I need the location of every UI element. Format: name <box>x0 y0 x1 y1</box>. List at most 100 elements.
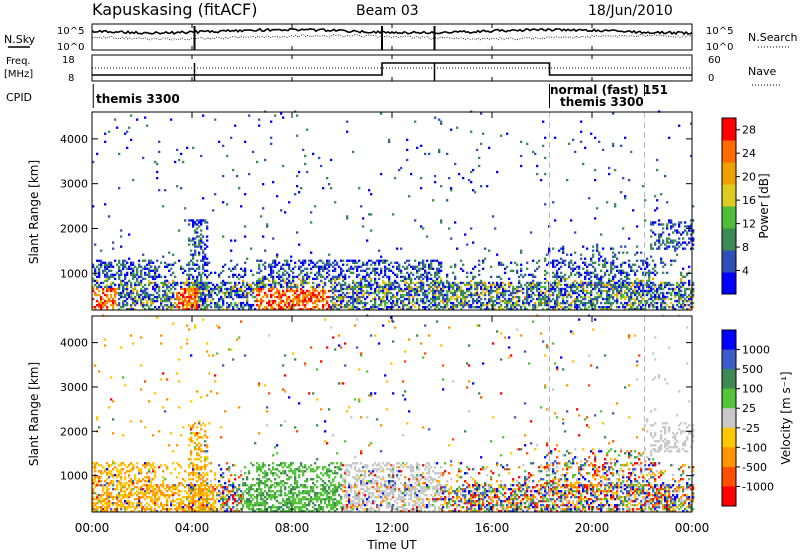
heatmap-cell <box>120 484 123 487</box>
heatmap-cell <box>202 235 205 238</box>
heatmap-cell <box>608 295 611 299</box>
heatmap-cell <box>108 506 111 509</box>
heatmap-cell <box>120 273 123 277</box>
heatmap-cell <box>302 297 305 301</box>
heatmap-cell <box>552 275 555 279</box>
heatmap-cell <box>672 307 675 311</box>
heatmap-cell <box>596 249 599 252</box>
heatmap-cell <box>660 193 663 196</box>
heatmap-cell <box>102 303 105 307</box>
heatmap-cell <box>120 506 123 509</box>
heatmap-cell <box>612 144 615 148</box>
heatmap-cell <box>380 255 383 258</box>
heatmap-cell <box>206 502 209 505</box>
heatmap-cell <box>180 466 183 469</box>
heatmap-cell <box>204 269 207 272</box>
heatmap-cell <box>626 301 629 305</box>
heatmap-cell <box>346 287 349 291</box>
heatmap-cell <box>222 201 225 204</box>
heatmap-cell <box>664 297 667 301</box>
heatmap-cell <box>658 285 661 289</box>
heatmap-cell <box>198 303 201 307</box>
heatmap-cell <box>328 259 331 262</box>
heatmap-cell <box>592 299 595 303</box>
heatmap-cell <box>440 221 443 224</box>
heatmap-cell <box>132 178 135 182</box>
heatmap-cell <box>252 291 255 295</box>
heatmap-cell <box>328 303 331 307</box>
colorbar-tick-label: 24 <box>742 147 756 160</box>
heatmap-cell <box>110 482 113 485</box>
heatmap-cell <box>478 273 481 277</box>
heatmap-cell <box>160 492 163 495</box>
heatmap-cell <box>684 281 687 285</box>
heatmap-cell <box>500 305 503 309</box>
heatmap-cell <box>658 241 661 244</box>
heatmap-cell <box>306 271 309 275</box>
heatmap-cell <box>192 237 195 240</box>
heatmap-cell <box>558 261 561 264</box>
heatmap-cell <box>192 426 195 429</box>
heatmap-cell <box>358 273 361 277</box>
heatmap-cell <box>636 291 639 295</box>
heatmap-cell <box>376 281 379 285</box>
heatmap-cell <box>442 297 445 301</box>
heatmap-cell <box>192 490 195 493</box>
heatmap-cell <box>384 281 387 285</box>
heatmap-cell <box>386 305 389 309</box>
nave-tick-top: 60 <box>708 55 721 66</box>
heatmap-cell <box>238 273 241 277</box>
heatmap-cell <box>404 267 407 270</box>
heatmap-cell <box>352 299 355 303</box>
heatmap-cell <box>624 197 627 200</box>
heatmap-cell <box>162 480 165 483</box>
heatmap-cell <box>402 295 405 299</box>
heatmap-cell <box>206 221 209 224</box>
heatmap-cell <box>264 291 267 295</box>
heatmap-cell <box>350 265 353 268</box>
heatmap-cell <box>570 307 573 311</box>
heatmap-cell <box>272 279 275 283</box>
heatmap-cell <box>172 305 175 309</box>
heatmap-cell <box>668 245 671 248</box>
heatmap-cell <box>564 273 567 277</box>
heatmap-cell <box>146 273 149 277</box>
heatmap-cell <box>544 257 547 260</box>
heatmap-cell <box>300 261 303 264</box>
heatmap-cell <box>564 307 567 311</box>
heatmap-cell <box>314 273 317 277</box>
heatmap-cell <box>208 289 211 293</box>
heatmap-cell <box>150 265 153 268</box>
heatmap-cell <box>306 307 309 311</box>
heatmap-cell <box>398 289 401 293</box>
heatmap-cell <box>588 291 591 295</box>
heatmap-cell <box>154 504 157 507</box>
heatmap-cell <box>510 297 513 301</box>
heatmap-cell <box>148 480 151 483</box>
heatmap-cell <box>154 267 157 270</box>
heatmap-cell <box>558 281 561 285</box>
heatmap-cell <box>354 283 357 287</box>
heatmap-cell <box>446 305 449 309</box>
heatmap-cell <box>488 146 491 150</box>
heatmap-cell <box>194 510 197 513</box>
heatmap-cell <box>106 510 109 513</box>
heatmap-cell <box>662 265 665 268</box>
heatmap-cell <box>354 261 357 264</box>
heatmap-cell <box>454 293 457 297</box>
heatmap-cell <box>162 285 165 289</box>
heatmap-cell <box>190 458 193 461</box>
heatmap-cell <box>140 265 143 268</box>
heatmap-cell <box>122 285 125 289</box>
heatmap-cell <box>186 281 189 285</box>
heatmap-cell <box>162 506 165 509</box>
heatmap-cell <box>420 176 423 180</box>
heatmap-cell <box>120 263 123 266</box>
heatmap-cell <box>130 490 133 493</box>
heatmap-cell <box>112 241 115 244</box>
heatmap-cell <box>666 201 669 204</box>
heatmap-cell <box>154 488 157 491</box>
heatmap-cell <box>598 251 601 254</box>
heatmap-cell <box>304 295 307 299</box>
heatmap-cell <box>186 146 189 150</box>
